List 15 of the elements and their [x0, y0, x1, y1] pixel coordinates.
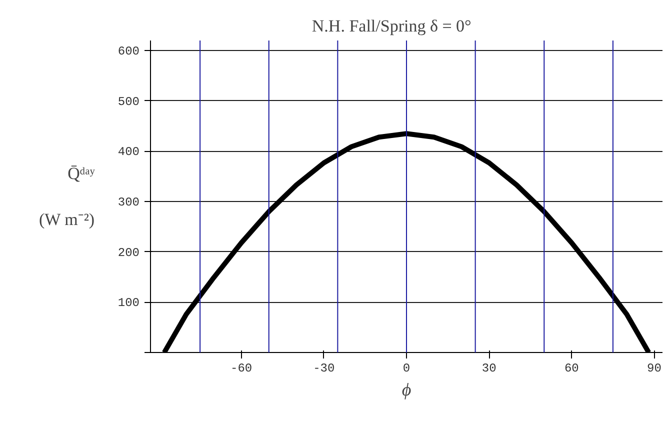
x-tick-label: 30	[482, 362, 496, 376]
y-tick-label: 100	[118, 296, 140, 310]
y-tick-label: 300	[118, 196, 140, 210]
y-tick-label: 500	[118, 94, 140, 109]
chart-title: N.H. Fall/Spring δ = 0°	[312, 16, 472, 36]
x-axis-title: ϕ	[402, 380, 412, 400]
y-tick-label: 400	[118, 145, 140, 160]
text: Q̄ᵈᵃʸ (W m⁻²)	[38, 164, 95, 229]
x-tick-label: 0	[402, 362, 410, 376]
x-tick-label: 60	[564, 362, 579, 376]
x-tick-label: -60	[230, 362, 252, 376]
y-tick-label: 200	[118, 246, 140, 260]
x-tick-label: 90	[647, 362, 662, 376]
x-tick-label: -30	[313, 362, 335, 376]
y-tick-label: 600	[118, 44, 140, 59]
